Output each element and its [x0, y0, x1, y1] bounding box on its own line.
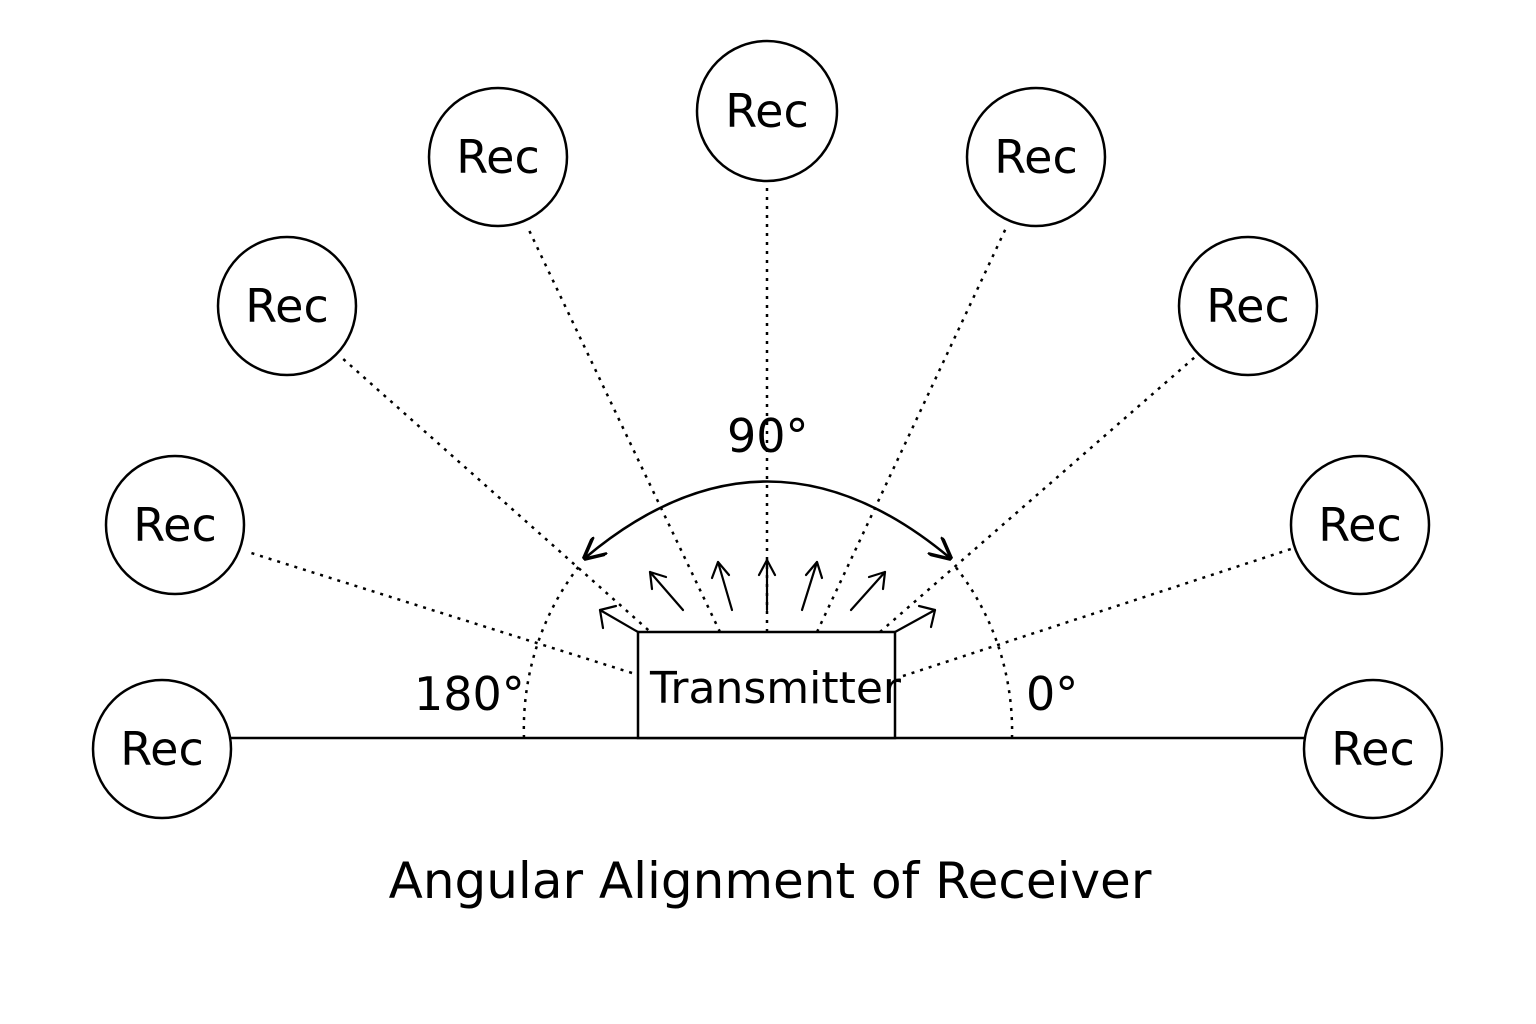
emission-arrow-1-head — [598, 604, 618, 630]
receiver-label: Rec — [1331, 722, 1415, 776]
receiver-left-mid: Rec — [216, 235, 358, 377]
receiver-label: Rec — [456, 130, 540, 184]
receiver-label: Rec — [994, 130, 1078, 184]
emission-arrow-5 — [800, 560, 819, 612]
angle-arc-right-dotted — [953, 564, 1014, 739]
ray-to-receiver-left-low — [247, 550, 633, 675]
emission-arrow-3-head — [710, 560, 731, 580]
receiver-circle — [1177, 235, 1319, 377]
receiver-top: Rec — [695, 39, 839, 183]
ray-to-receiver-left-mid — [340, 356, 656, 637]
receiver-label: Rec — [133, 498, 217, 552]
ray-to-receiver-right-low — [902, 546, 1295, 678]
receiver-circle — [427, 86, 569, 228]
transmitter-box — [636, 630, 897, 740]
receiver-right-high: Rec — [965, 86, 1107, 228]
angle-arc-double-arrow — [585, 480, 950, 559]
emission-arrow-6 — [849, 570, 887, 612]
receiver-circle — [965, 86, 1107, 228]
emission-arrow-5-head — [804, 560, 824, 580]
receiver-circle — [1289, 454, 1431, 596]
ray-to-receiver-right-high — [815, 227, 1008, 633]
receiver-label: Rec — [120, 722, 204, 776]
angle-label-0: 0° — [1026, 667, 1078, 721]
emission-arrow-7-head — [917, 604, 937, 629]
angle-arc-left-dotted — [522, 564, 581, 739]
receiver-circle — [695, 39, 839, 183]
receiver-far-right: Rec — [1302, 678, 1444, 820]
receiver-label: Rec — [245, 279, 329, 333]
angle-label-180: 180° — [414, 667, 525, 721]
angle-label-90: 90° — [727, 409, 809, 463]
emission-arrow-2 — [648, 570, 685, 612]
receiver-circle — [216, 235, 358, 377]
emission-arrows — [598, 558, 937, 634]
emission-arrow-1 — [598, 608, 640, 634]
receiver-right-low: Rec — [1289, 454, 1431, 596]
receiver-circle — [1302, 678, 1444, 820]
receiver-circle — [104, 454, 246, 596]
receiver-label: Rec — [1206, 279, 1290, 333]
ray-to-receiver-right-mid — [879, 356, 1196, 633]
emission-arrow-4-head — [757, 558, 777, 577]
diagram-caption: Angular Alignment of Receiver — [389, 852, 1152, 910]
emission-arrow-3 — [716, 560, 734, 612]
receiver-circle — [91, 678, 233, 820]
receiver-label: Rec — [1318, 498, 1402, 552]
receiver-far-left: Rec — [91, 678, 233, 820]
receiver-left-high: Rec — [427, 86, 569, 228]
receiver-label: Rec — [725, 84, 809, 138]
emission-arrow-2-head — [648, 570, 668, 591]
transmitter-label: Transmitter — [649, 663, 902, 714]
emission-arrow-6-head — [867, 570, 887, 591]
emission-arrow-7 — [893, 608, 937, 634]
receiver-right-mid: Rec — [1177, 235, 1319, 377]
receiver-left-low: Rec — [104, 454, 246, 596]
ray-to-receiver-left-high — [526, 227, 722, 633]
